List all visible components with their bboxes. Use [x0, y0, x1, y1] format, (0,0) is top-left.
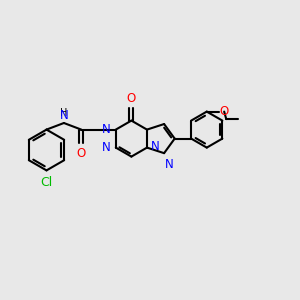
Text: O: O	[127, 92, 136, 105]
Text: O: O	[219, 105, 229, 118]
Text: N: N	[151, 140, 159, 154]
Text: N: N	[102, 123, 110, 136]
Text: O: O	[77, 147, 86, 160]
Text: H: H	[60, 109, 68, 118]
Text: N: N	[102, 141, 110, 154]
Text: N: N	[165, 158, 173, 171]
Text: Cl: Cl	[40, 176, 52, 189]
Text: N: N	[59, 110, 68, 122]
